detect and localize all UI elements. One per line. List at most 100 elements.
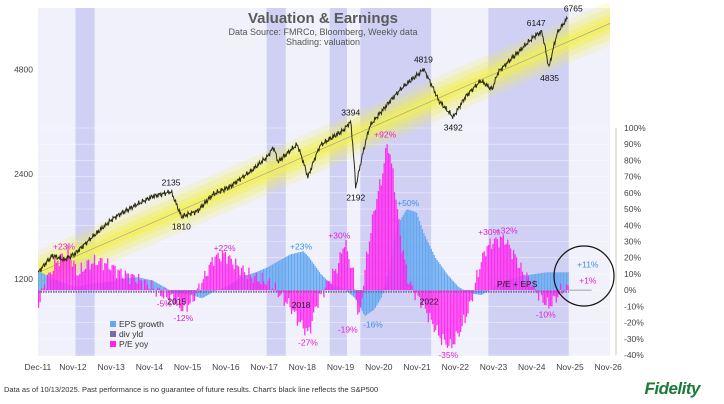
eps-growth-bar bbox=[283, 257, 285, 291]
eps-growth-bar bbox=[376, 290, 378, 306]
pe-yoy-bar bbox=[160, 290, 162, 296]
pe-yoy-bar bbox=[174, 290, 177, 304]
eps-growth-bar bbox=[264, 268, 266, 291]
price-label: 3492 bbox=[444, 122, 463, 132]
pe-yoy-bar bbox=[290, 290, 293, 315]
bar-value-label: -35% bbox=[438, 350, 458, 360]
pe-yoy-bar bbox=[535, 290, 537, 292]
pe-yoy-bar bbox=[565, 284, 568, 291]
pe-yoy-bar bbox=[124, 270, 127, 291]
eps-growth-bar bbox=[454, 282, 456, 291]
pe-yoy-bar bbox=[110, 270, 112, 291]
eps-growth-bar bbox=[258, 270, 260, 291]
pe-yoy-bar bbox=[215, 254, 218, 291]
pe-yoy-bar bbox=[139, 279, 141, 291]
pe-yoy-bar bbox=[510, 248, 512, 291]
pe-yoy-bar bbox=[210, 262, 212, 291]
eps-growth-bar bbox=[323, 277, 325, 291]
eps-growth-bar bbox=[318, 272, 321, 291]
pe-yoy-bar bbox=[158, 287, 160, 291]
pe-yoy-bar bbox=[242, 265, 244, 291]
pe-yoy-bar bbox=[146, 284, 149, 291]
eps-growth-bar bbox=[440, 266, 443, 291]
pe-yoy-bar bbox=[182, 290, 184, 312]
left-y-tick-label: 2400 bbox=[14, 169, 33, 179]
pe-yoy-bar bbox=[448, 290, 450, 346]
eps-growth-bar bbox=[474, 290, 477, 295]
eps-growth-bar bbox=[302, 251, 304, 291]
pe-yoy-bar bbox=[71, 266, 74, 291]
pe-yoy-bar bbox=[464, 290, 466, 324]
bar-value-label: -16% bbox=[363, 319, 383, 329]
eps-growth-bar bbox=[540, 272, 543, 291]
price-label: 4835 bbox=[540, 73, 559, 83]
pe-yoy-bar bbox=[470, 290, 472, 301]
pe-yoy-bar bbox=[457, 290, 459, 334]
eps-growth-bar bbox=[538, 273, 540, 291]
pe-yoy-bar bbox=[64, 258, 66, 291]
pe-yoy-bar bbox=[257, 281, 259, 291]
eps-growth-bar bbox=[442, 268, 444, 291]
pe-yoy-bar bbox=[96, 264, 99, 291]
pe-yoy-bar bbox=[132, 273, 134, 291]
pe-yoy-bar bbox=[240, 267, 243, 291]
eps-growth-bar bbox=[414, 211, 416, 291]
right-y-tick-label: 100% bbox=[624, 123, 646, 133]
x-tick-label: Nov-12 bbox=[59, 362, 87, 372]
right-y-tick-label: 70% bbox=[624, 172, 641, 182]
eps-growth-bar bbox=[449, 277, 452, 291]
price-line-group bbox=[37, 15, 568, 273]
pe-yoy-bar bbox=[311, 290, 313, 322]
bar-series bbox=[38, 144, 592, 349]
eps-growth-bar bbox=[567, 272, 569, 291]
price-label: 1810 bbox=[172, 222, 191, 232]
pe-yoy-bar bbox=[79, 274, 81, 291]
pe-yoy-bar bbox=[414, 290, 416, 301]
eps-growth-bar bbox=[427, 242, 429, 291]
pe-yoy-bar bbox=[402, 250, 404, 291]
pe-yoy-bar bbox=[274, 282, 277, 291]
pe-yoy-bar bbox=[161, 290, 163, 297]
pe-yoy-bar bbox=[114, 265, 116, 291]
pe-yoy-bar bbox=[142, 289, 144, 291]
eps-growth-bar bbox=[289, 254, 291, 291]
eps-growth-bar bbox=[196, 290, 199, 297]
x-tick-label: Nov-23 bbox=[480, 362, 508, 372]
eps-growth-bar bbox=[293, 253, 296, 291]
pe-yoy-bar bbox=[355, 290, 357, 300]
bar-value-label: +32% bbox=[496, 225, 518, 235]
eps-growth-bar bbox=[279, 260, 281, 291]
eps-growth-bar bbox=[524, 275, 527, 291]
pe-yoy-bar bbox=[101, 258, 103, 291]
eps-growth-bar bbox=[301, 251, 303, 291]
pe-yoy-bar bbox=[492, 243, 494, 291]
eps-growth-bar bbox=[296, 252, 299, 291]
eps-growth-bar bbox=[546, 272, 549, 291]
eps-growth-bar bbox=[564, 272, 566, 291]
pe-yoy-bar bbox=[413, 290, 415, 291]
pe-yoy-bar bbox=[383, 163, 385, 291]
eps-growth-bar bbox=[45, 275, 47, 291]
pe-yoy-bar bbox=[198, 283, 200, 291]
pe-yoy-bar bbox=[310, 290, 312, 334]
pe-yoy-bar bbox=[164, 287, 166, 291]
pe-yoy-bar bbox=[152, 288, 154, 291]
pe-yoy-bar bbox=[486, 246, 488, 291]
pe-yoy-bar bbox=[442, 290, 444, 335]
eps-growth-bar bbox=[205, 290, 207, 296]
pe-yoy-bar bbox=[217, 252, 219, 291]
eps-growth-bar bbox=[288, 255, 290, 291]
event-year-label: 2018 bbox=[292, 300, 311, 310]
eps-growth-bar bbox=[286, 256, 288, 291]
eps-growth-bar bbox=[157, 283, 159, 291]
pe-yoy-bar bbox=[427, 290, 429, 323]
pe-yoy-bar bbox=[533, 279, 535, 291]
pe-yoy-bar bbox=[364, 269, 366, 291]
pe-yoy-bar bbox=[149, 290, 152, 291]
pe-yoy-bar bbox=[530, 286, 532, 291]
pe-yoy-bar bbox=[482, 252, 484, 291]
pe-yoy-bar bbox=[74, 264, 77, 291]
pe-yoy-bar bbox=[354, 289, 356, 291]
pe-yoy-bar bbox=[564, 290, 566, 292]
eps-growth-bar bbox=[560, 272, 562, 291]
